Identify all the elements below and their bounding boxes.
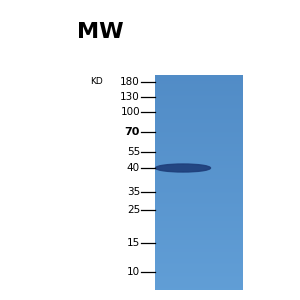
Text: 55: 55 [127, 147, 140, 157]
Text: 100: 100 [120, 107, 140, 117]
Ellipse shape [155, 164, 211, 172]
Text: 35: 35 [127, 187, 140, 197]
Text: KD: KD [90, 77, 103, 86]
Text: 25: 25 [127, 205, 140, 215]
Text: 40: 40 [127, 163, 140, 173]
Text: 180: 180 [120, 77, 140, 87]
Text: 15: 15 [127, 238, 140, 248]
Text: MW: MW [77, 22, 123, 42]
Text: 130: 130 [120, 92, 140, 102]
Text: 10: 10 [127, 267, 140, 277]
Text: 70: 70 [124, 127, 140, 137]
